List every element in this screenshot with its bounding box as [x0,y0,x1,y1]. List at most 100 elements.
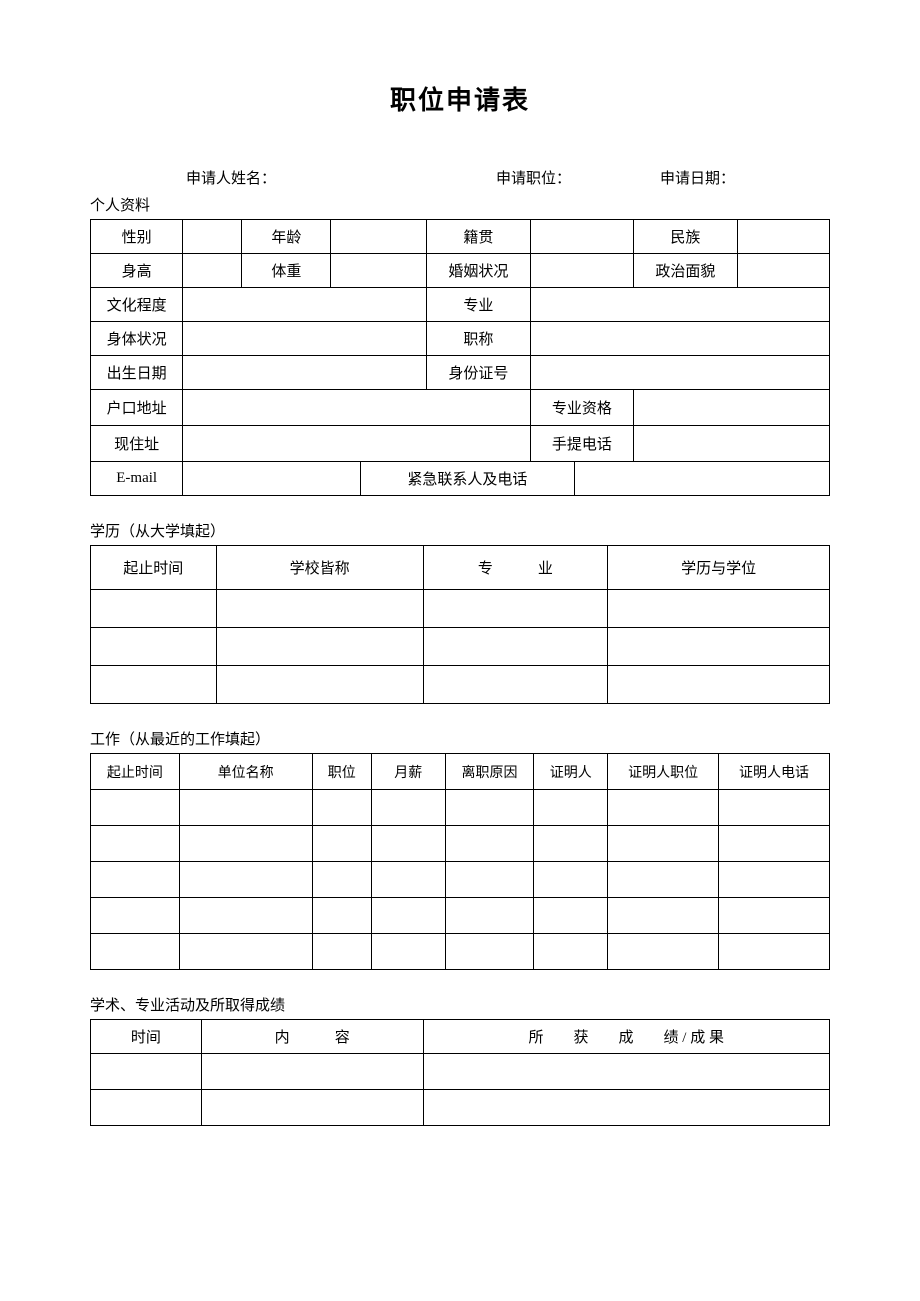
table-row [91,898,830,934]
cell [183,220,242,254]
cell [91,934,180,970]
edu-period-header: 起止时间 [91,546,217,590]
cell [608,666,830,704]
cell [183,322,427,356]
cell [634,426,830,462]
table-row [91,628,830,666]
cell [445,934,534,970]
work-reference-header: 证明人 [534,754,608,790]
date-label: 申请日期： [660,167,735,188]
cell [183,462,360,496]
work-table: 起止时间 单位名称 职位 月薪 离职原因 证明人 证明人职位 证明人电话 [90,753,830,970]
cell [312,790,371,826]
ach-result-header: 所 获 成 绩 / 成 果 [423,1020,829,1054]
section-work-label: 工作（从最近的工作填起） [90,728,830,749]
table-row: 起止时间 单位名称 职位 月薪 离职原因 证明人 证明人职位 证明人电话 [91,754,830,790]
label-email: E-mail [91,462,183,496]
position-label: 申请职位： [496,167,660,188]
table-row [91,666,830,704]
achievements-table: 时间 内 容 所 获 成 绩 / 成 果 [90,1019,830,1126]
cell [719,862,830,898]
cell [445,826,534,862]
table-row [91,934,830,970]
work-refphone-header: 证明人电话 [719,754,830,790]
cell [91,826,180,862]
cell [179,862,312,898]
cell [201,1090,423,1126]
cell [445,790,534,826]
cell [737,254,829,288]
cell [216,666,423,704]
cell [91,628,217,666]
label-dob: 出生日期 [91,356,183,390]
label-native: 籍贯 [427,220,530,254]
cell [179,898,312,934]
cell [183,254,242,288]
applicant-name-label: 申请人姓名： [186,167,496,188]
edu-school-header: 学校皆称 [216,546,423,590]
cell [719,790,830,826]
label-political: 政治面貌 [634,254,737,288]
label-hukou: 户口地址 [91,390,183,426]
cell [530,356,829,390]
cell [91,790,180,826]
cell [534,862,608,898]
cell [530,288,829,322]
cell [608,590,830,628]
table-row: 身高 体重 婚姻状况 政治面貌 [91,254,830,288]
education-table: 起止时间 学校皆称 专 业 学历与学位 [90,545,830,704]
cell [608,862,719,898]
section-personal-label: 个人资料 [90,194,830,215]
cell [608,898,719,934]
cell [371,790,445,826]
table-row: 文化程度 专业 [91,288,830,322]
cell [91,898,180,934]
edu-major-header: 专 业 [423,546,608,590]
work-salary-header: 月薪 [371,754,445,790]
cell [312,934,371,970]
cell [534,934,608,970]
page-title: 职位申请表 [90,80,830,117]
table-row: 时间 内 容 所 获 成 绩 / 成 果 [91,1020,830,1054]
work-period-header: 起止时间 [91,754,180,790]
personal-table: 性别 年龄 籍贯 民族 身高 体重 婚姻状况 政治面貌 文化程度 专业 身体状况… [90,219,830,496]
label-height: 身高 [91,254,183,288]
cell [201,1054,423,1090]
ach-content-header: 内 容 [201,1020,423,1054]
table-row: 性别 年龄 籍贯 民族 [91,220,830,254]
table-row: 身体状况 职称 [91,322,830,356]
cell [91,1090,202,1126]
cell [371,934,445,970]
cell [530,322,829,356]
cell [423,628,608,666]
cell [183,356,427,390]
label-jobtitle: 职称 [427,322,530,356]
cell [534,898,608,934]
cell [719,826,830,862]
cell [371,898,445,934]
label-major: 专业 [427,288,530,322]
cell [423,590,608,628]
cell [371,862,445,898]
cell [91,590,217,628]
table-row [91,1090,830,1126]
label-age: 年龄 [242,220,331,254]
cell [331,254,427,288]
cell [608,790,719,826]
label-weight: 体重 [242,254,331,288]
work-position-header: 职位 [312,754,371,790]
cell [179,790,312,826]
cell [423,1090,829,1126]
table-row [91,590,830,628]
cell [445,862,534,898]
cell [423,666,608,704]
table-row: 出生日期 身份证号 [91,356,830,390]
cell [312,898,371,934]
label-id: 身份证号 [427,356,530,390]
cell [423,1054,829,1090]
cell [574,462,829,496]
cell [719,898,830,934]
cell [534,826,608,862]
table-row [91,862,830,898]
cell [91,666,217,704]
